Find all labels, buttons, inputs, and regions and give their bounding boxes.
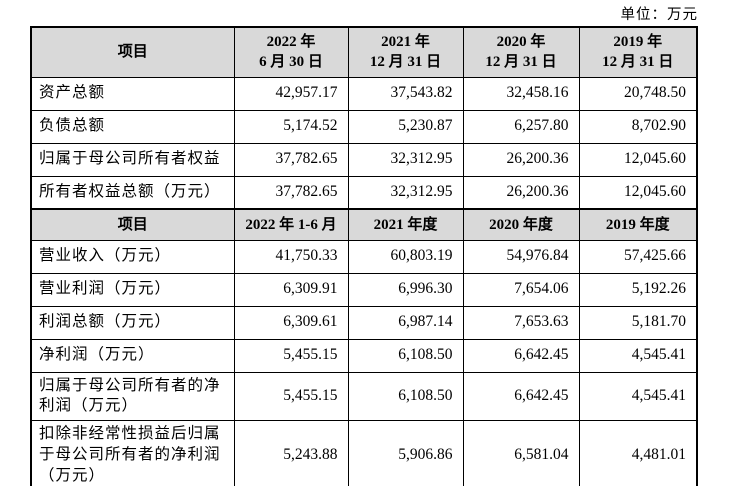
table-row-deducted-net-profit: 扣除非经常性损益后归属于母公司所有者的净利润（万元） 5,243.88 5,90… — [30, 420, 698, 486]
period-line1: 2021 年 — [381, 34, 430, 50]
row-value: 6,642.45 — [462, 371, 580, 422]
financial-summary-table: 项目 2022 年 6 月 30 日 2021 年 12 月 31 日 2020… — [30, 26, 698, 486]
income-statement-period-header: 2022 年 1-6 月 — [233, 208, 349, 241]
table-row-net-profit: 净利润（万元） 5,455.15 6,108.50 6,642.45 4,545… — [30, 338, 698, 373]
row-value: 26,200.36 — [462, 142, 580, 177]
table-row-total-profit: 利润总额（万元） 6,309.61 6,987.14 7,653.63 5,18… — [30, 305, 698, 340]
income-statement-period-header: 2019 年度 — [578, 208, 698, 241]
row-label: 资产总额 — [30, 76, 235, 111]
row-value: 5,455.15 — [233, 371, 349, 422]
balance-sheet-period-header: 2019 年 12 月 31 日 — [578, 26, 698, 78]
row-value: 6,309.91 — [233, 272, 349, 307]
row-value: 6,581.04 — [462, 420, 580, 486]
row-value: 37,782.65 — [233, 142, 349, 177]
row-label: 负债总额 — [30, 109, 235, 144]
table-row-parent-equity: 归属于母公司所有者权益 37,782.65 32,312.95 26,200.3… — [30, 142, 698, 177]
row-value: 12,045.60 — [578, 142, 698, 177]
row-value: 5,192.26 — [578, 272, 698, 307]
row-value: 54,976.84 — [462, 239, 580, 274]
row-value: 32,312.95 — [347, 142, 464, 177]
row-value: 60,803.19 — [347, 239, 464, 274]
table-row-parent-net-profit: 归属于母公司所有者的净利润（万元） 5,455.15 6,108.50 6,64… — [30, 371, 698, 422]
row-value: 5,230.87 — [347, 109, 464, 144]
row-value: 5,455.15 — [233, 338, 349, 373]
row-value: 5,243.88 — [233, 420, 349, 486]
income-statement-item-header: 项目 — [30, 208, 235, 241]
unit-label: 单位：万元 — [620, 7, 698, 23]
period-line2: 12 月 31 日 — [602, 54, 674, 71]
row-label: 所有者权益总额（万元） — [30, 175, 235, 210]
row-value: 6,108.50 — [347, 371, 464, 422]
table-row-revenue: 营业收入（万元） 41,750.33 60,803.19 54,976.84 5… — [30, 239, 698, 274]
balance-sheet-period-header: 2022 年 6 月 30 日 — [233, 26, 349, 78]
row-value: 6,987.14 — [347, 305, 464, 340]
income-statement-period-header: 2021 年度 — [347, 208, 464, 241]
row-label: 营业收入（万元） — [30, 239, 235, 274]
row-value: 37,782.65 — [233, 175, 349, 210]
row-value: 20,748.50 — [578, 76, 698, 111]
period-line2: 6 月 30 日 — [259, 54, 323, 71]
row-label: 归属于母公司所有者权益 — [30, 142, 235, 177]
balance-sheet-period-header: 2020 年 12 月 31 日 — [462, 26, 580, 78]
period-line2: 12 月 31 日 — [369, 54, 442, 71]
period-line1: 2022 年 — [266, 34, 316, 50]
balance-sheet-header-row: 项目 2022 年 6 月 30 日 2021 年 12 月 31 日 2020… — [30, 26, 698, 78]
balance-sheet-item-header: 项目 — [30, 26, 235, 78]
row-value: 6,108.50 — [347, 338, 464, 373]
row-value: 8,702.90 — [578, 109, 698, 144]
row-value: 6,642.45 — [462, 338, 580, 373]
table-row-operating-profit: 营业利润（万元） 6,309.91 6,996.30 7,654.06 5,19… — [30, 272, 698, 307]
table-row-total-liabilities: 负债总额 5,174.52 5,230.87 6,257.80 8,702.90 — [30, 109, 698, 144]
row-value: 57,425.66 — [578, 239, 698, 274]
row-label: 扣除非经常性损益后归属于母公司所有者的净利润（万元） — [30, 420, 235, 486]
table-row-total-equity: 所有者权益总额（万元） 37,782.65 32,312.95 26,200.3… — [30, 175, 698, 210]
row-value: 7,654.06 — [462, 272, 580, 307]
period-line1: 2020 年 — [496, 34, 546, 50]
row-label: 利润总额（万元） — [30, 305, 235, 340]
period-line1: 2019 年 — [613, 34, 663, 50]
row-label: 净利润（万元） — [30, 338, 235, 373]
row-value: 42,957.17 — [233, 76, 349, 111]
row-value: 4,481.01 — [578, 420, 698, 486]
row-value: 32,458.16 — [462, 76, 580, 111]
table-row-total-assets: 资产总额 42,957.17 37,543.82 32,458.16 20,74… — [30, 76, 698, 111]
row-value: 5,174.52 — [233, 109, 349, 144]
row-value: 4,545.41 — [578, 371, 698, 422]
row-value: 32,312.95 — [347, 175, 464, 210]
row-value: 4,545.41 — [578, 338, 698, 373]
balance-sheet-period-header: 2021 年 12 月 31 日 — [347, 26, 464, 78]
row-value: 12,045.60 — [578, 175, 698, 210]
row-value: 6,996.30 — [347, 272, 464, 307]
income-statement-period-header: 2020 年度 — [462, 208, 580, 241]
row-value: 7,653.63 — [462, 305, 580, 340]
row-label: 营业利润（万元） — [30, 272, 235, 307]
period-line2: 12 月 31 日 — [485, 54, 557, 71]
row-value: 6,309.61 — [233, 305, 349, 340]
row-value: 5,906.86 — [347, 420, 464, 486]
row-value: 26,200.36 — [462, 175, 580, 210]
row-value: 5,181.70 — [578, 305, 698, 340]
income-statement-header-row: 项目 2022 年 1-6 月 2021 年度 2020 年度 2019 年度 — [30, 208, 698, 241]
row-label: 归属于母公司所有者的净利润（万元） — [30, 371, 235, 422]
row-value: 41,750.33 — [233, 239, 349, 274]
row-value: 37,543.82 — [347, 76, 464, 111]
row-value: 6,257.80 — [462, 109, 580, 144]
